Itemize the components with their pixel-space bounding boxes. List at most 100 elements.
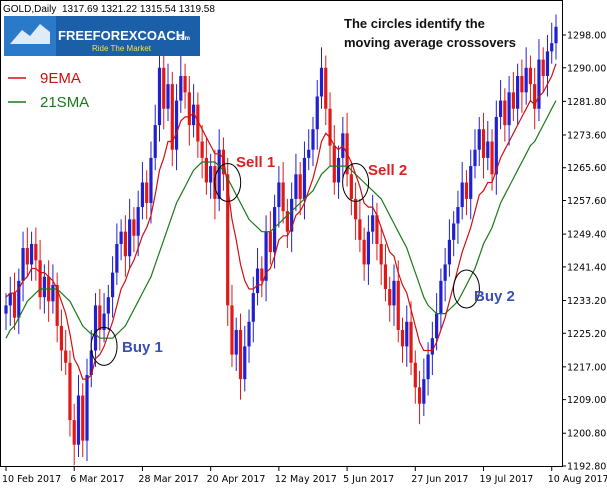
candle-body — [511, 92, 515, 109]
candle — [554, 14, 558, 60]
candle — [281, 162, 285, 224]
candle — [166, 63, 170, 122]
candle-body — [255, 268, 260, 294]
candle — [136, 190, 140, 257]
candle-body — [336, 157, 341, 183]
candle — [25, 227, 29, 277]
candle-body — [230, 305, 234, 355]
candle-body — [307, 149, 311, 158]
candle — [196, 92, 200, 158]
candle-body — [375, 215, 379, 244]
candle — [490, 129, 494, 191]
candle — [520, 59, 524, 113]
candle — [422, 358, 426, 417]
candle — [511, 71, 515, 122]
candle-body — [93, 305, 98, 351]
candle — [354, 182, 358, 240]
candle — [12, 272, 17, 330]
candle — [34, 227, 38, 281]
candle-body — [516, 75, 520, 109]
candle — [81, 383, 85, 457]
candle — [255, 248, 260, 306]
candle-body — [362, 239, 366, 265]
candle-body — [217, 149, 221, 199]
candle-body — [486, 141, 490, 158]
candle-body — [268, 231, 272, 253]
candle-body — [473, 149, 477, 167]
candle — [110, 256, 115, 318]
candle — [298, 162, 302, 216]
y-tick-label: 1225.20 — [567, 329, 606, 340]
candle-body — [123, 231, 127, 257]
candle-body — [379, 243, 383, 265]
candle — [102, 293, 106, 343]
candle-body — [260, 268, 264, 281]
candle-body — [34, 243, 38, 261]
annotation-line-1: The circles identify the — [344, 16, 485, 31]
x-tick-label: 12 May 2017 — [275, 474, 337, 485]
candle — [533, 67, 537, 130]
candle — [170, 71, 174, 167]
candle — [336, 145, 341, 199]
candle-body — [140, 182, 145, 208]
logo-suffix: .com — [176, 36, 190, 42]
candle-body — [435, 313, 439, 339]
candle — [315, 80, 319, 150]
candle — [183, 63, 187, 109]
candle — [277, 166, 281, 228]
candle-body — [469, 166, 473, 199]
candle-body — [29, 243, 34, 265]
candle-body — [281, 182, 285, 212]
candle-body — [388, 289, 392, 306]
candle — [405, 305, 409, 367]
candle-body — [200, 141, 204, 158]
candle — [98, 289, 102, 351]
candle-body — [315, 96, 319, 130]
candle — [285, 198, 289, 249]
candle-body — [545, 51, 550, 76]
candle-body — [541, 59, 545, 76]
moving-average-layer — [5, 63, 557, 380]
y-tick-label: 1265.60 — [567, 163, 606, 174]
candle — [59, 309, 64, 371]
x-tick-label: 10 Feb 2017 — [2, 474, 61, 485]
x-tick-label: 6 Mar 2017 — [70, 474, 124, 485]
candle-body — [452, 223, 456, 240]
candle — [251, 276, 255, 343]
candle-body — [170, 84, 174, 150]
candle-body — [110, 272, 115, 298]
legend-sma-label: 21SMA — [40, 94, 89, 111]
candle-body — [550, 43, 554, 52]
candle — [268, 211, 272, 265]
chart-header-symbol: GOLD,Daily — [3, 4, 56, 15]
plot-frame — [0, 0, 563, 467]
candle — [72, 403, 76, 466]
candle — [115, 223, 119, 285]
candle — [319, 47, 324, 109]
candle-body — [12, 293, 17, 318]
candle-body — [498, 100, 503, 117]
candle-body — [179, 75, 183, 101]
candle — [392, 264, 396, 326]
candle — [516, 63, 520, 126]
candle — [68, 350, 72, 437]
candle-body — [21, 248, 25, 281]
candle — [332, 125, 336, 195]
candle-body — [430, 338, 434, 355]
x-tick-label: 28 Mar 2017 — [138, 474, 198, 485]
candle — [456, 190, 460, 244]
candle-body — [413, 362, 417, 388]
crossover-circles-layer — [90, 162, 480, 366]
candle-body — [106, 297, 110, 314]
candle — [439, 268, 443, 330]
candle-body — [132, 219, 136, 236]
candle-body — [166, 84, 170, 109]
candle-body — [311, 129, 315, 150]
candle-body — [554, 26, 558, 44]
candle — [307, 129, 311, 171]
candle — [477, 116, 481, 167]
candle — [528, 55, 533, 101]
candle — [311, 116, 315, 167]
x-tick-label: 19 Jul 2017 — [480, 474, 534, 485]
candle-body — [4, 305, 8, 314]
